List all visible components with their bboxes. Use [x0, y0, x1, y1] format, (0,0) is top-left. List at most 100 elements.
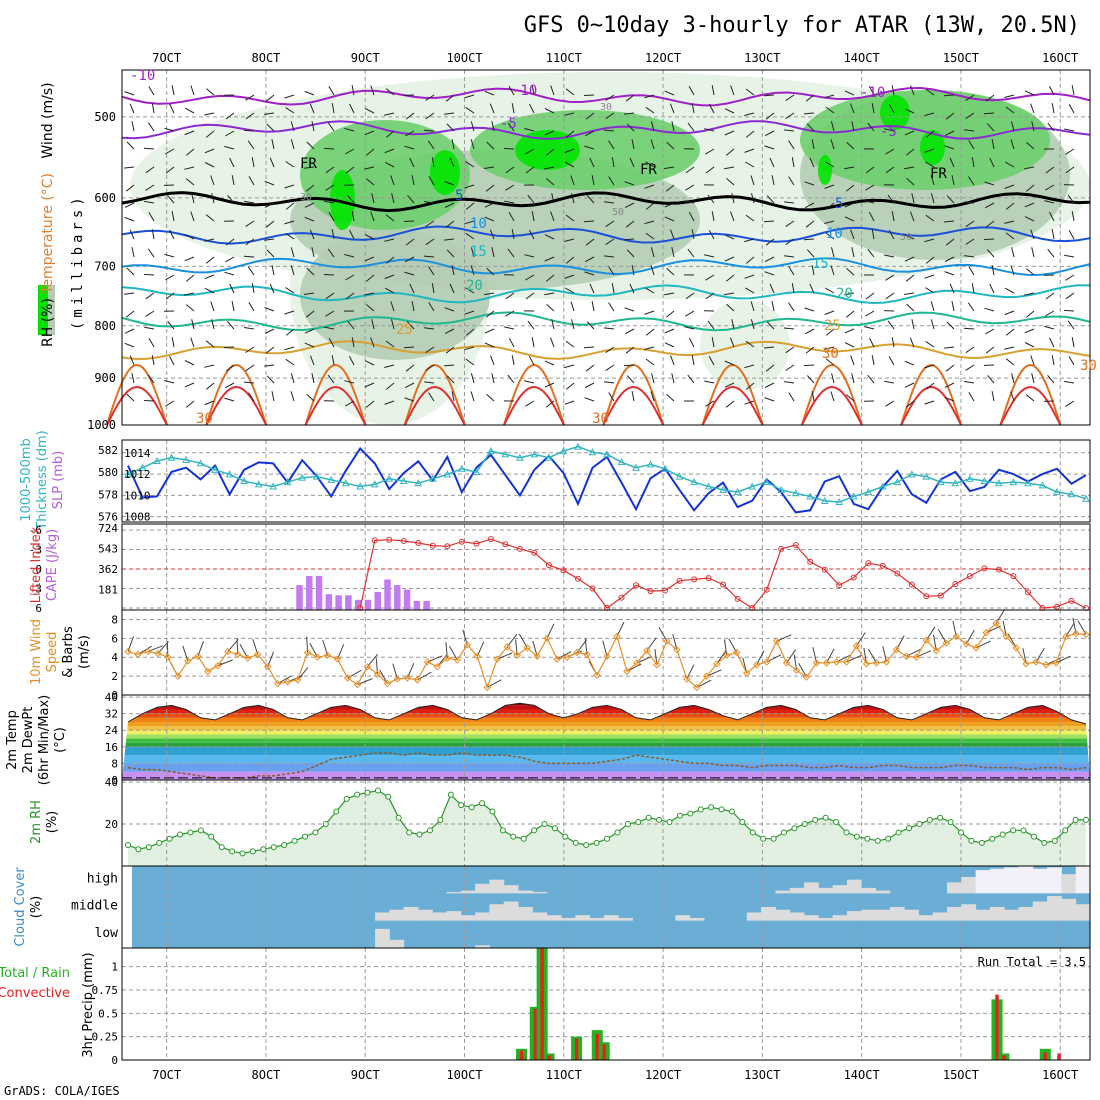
- wind-barb-10m: [576, 639, 588, 653]
- wind-barb: [470, 247, 475, 258]
- wind-barb: [724, 166, 735, 170]
- thickness-tick-label: 582: [98, 444, 118, 457]
- lifted-index-point: [676, 577, 683, 584]
- wind-barb: [664, 216, 675, 222]
- time-label-top: 13OCT: [744, 51, 780, 65]
- wind-speed-point: [703, 672, 711, 680]
- wind-barb: [131, 247, 135, 258]
- wind-barb: [806, 123, 815, 132]
- lifted-index-point: [560, 567, 567, 574]
- wind-barb: [167, 195, 175, 204]
- wind-barb: [546, 178, 555, 186]
- wind-barb: [887, 194, 895, 204]
- wind-speed-point: [194, 652, 202, 660]
- rh2m-point: [656, 816, 663, 823]
- wind-barb: [906, 177, 915, 186]
- cloud-cell: [975, 870, 991, 894]
- wind-barb: [304, 328, 315, 334]
- wind-barb: [564, 148, 575, 154]
- wind-barb: [1045, 310, 1055, 317]
- thickness-point: [211, 465, 219, 473]
- wind-barb: [204, 400, 215, 406]
- wind-barb: [885, 274, 895, 281]
- wind-barb: [204, 238, 215, 242]
- wind-barb: [888, 356, 895, 366]
- wind-barb: [625, 94, 635, 102]
- lifted-index-point: [894, 570, 901, 577]
- wind-barb: [788, 140, 795, 150]
- wind-barb: [965, 220, 975, 228]
- wind-barb: [347, 194, 355, 204]
- wind-barb: [825, 202, 835, 210]
- wind-barb: [830, 265, 835, 276]
- lifted-index-point: [778, 545, 785, 552]
- wind-barb: [991, 391, 995, 402]
- wind-barb: [409, 157, 415, 168]
- rh2m-point: [135, 846, 142, 853]
- wind-barb: [505, 184, 515, 191]
- rh2m-point: [187, 829, 194, 836]
- wind-barb: [425, 112, 435, 120]
- thickness-point: [951, 479, 960, 487]
- cape-bar: [403, 589, 411, 610]
- thickness-point: [675, 472, 684, 480]
- time-label-bottom: 9OCT: [351, 1068, 380, 1082]
- cloud-cell: [532, 912, 548, 921]
- wind-barb: [984, 307, 995, 312]
- wind-barb: [904, 166, 915, 170]
- wind-barb: [625, 346, 635, 354]
- wind-speed-point: [982, 628, 990, 637]
- rh2m-point: [864, 835, 871, 842]
- wind-barb: [124, 328, 135, 334]
- wind-barb: [987, 375, 995, 384]
- wind-barb: [211, 193, 215, 204]
- wind-barb: [788, 302, 795, 312]
- wind-barb: [1051, 229, 1055, 240]
- wind-barb: [484, 328, 495, 334]
- lifted-index-point: [879, 562, 886, 569]
- wind-barb: [565, 161, 575, 168]
- wind-barb: [385, 287, 395, 294]
- temp-ylabel-line: (6hr Min/Max): [37, 695, 52, 785]
- wind-speed-point: [144, 647, 152, 656]
- wind-speed-point: [713, 660, 721, 668]
- lifted-index-point: [981, 565, 988, 572]
- wind-barb: [285, 287, 295, 294]
- precip-convective-bar: [533, 1008, 537, 1060]
- cloud-cell: [1047, 896, 1062, 921]
- thickness-point: [791, 489, 800, 497]
- wind-barb: [909, 337, 915, 348]
- precip-convective-bar: [602, 1044, 606, 1060]
- wind-barb: [830, 139, 835, 150]
- thickness-point: [617, 458, 626, 466]
- chart-title: GFS 0~10day 3-hourly for ATAR (13W, 20.5…: [524, 13, 1080, 38]
- rh2m-point: [333, 808, 340, 815]
- lifted-index-point: [429, 542, 436, 549]
- wind-barb: [507, 122, 515, 132]
- cloud-cell: [518, 907, 533, 921]
- wind-barb: [1065, 400, 1075, 407]
- wind-speed-point: [892, 645, 901, 654]
- contour-label: 30: [300, 192, 312, 203]
- wind-barb: [185, 148, 195, 156]
- wind-barb: [803, 112, 815, 115]
- wind-barb: [205, 382, 215, 390]
- wind-barb: [1030, 229, 1035, 240]
- lifted-index-point: [1024, 589, 1031, 596]
- wind-barb: [824, 346, 835, 350]
- wind-barb: [525, 166, 535, 174]
- thickness-point: [443, 470, 452, 478]
- wind-barb: [1031, 121, 1035, 132]
- cloud-cell: [446, 891, 462, 894]
- wind-barb: [968, 140, 975, 150]
- wind-speed-point: [942, 639, 950, 647]
- precip-tick-label: 1: [111, 961, 118, 974]
- lifted-index-point: [908, 581, 915, 588]
- rh2m-point: [749, 829, 756, 836]
- rh2m-point: [895, 829, 902, 836]
- cloud-cell: [1004, 909, 1020, 921]
- wind-barb: [744, 148, 755, 153]
- cape-tick-label: 181: [98, 584, 118, 597]
- temp-color-band: [122, 742, 1090, 747]
- wind-barb: [1047, 374, 1055, 384]
